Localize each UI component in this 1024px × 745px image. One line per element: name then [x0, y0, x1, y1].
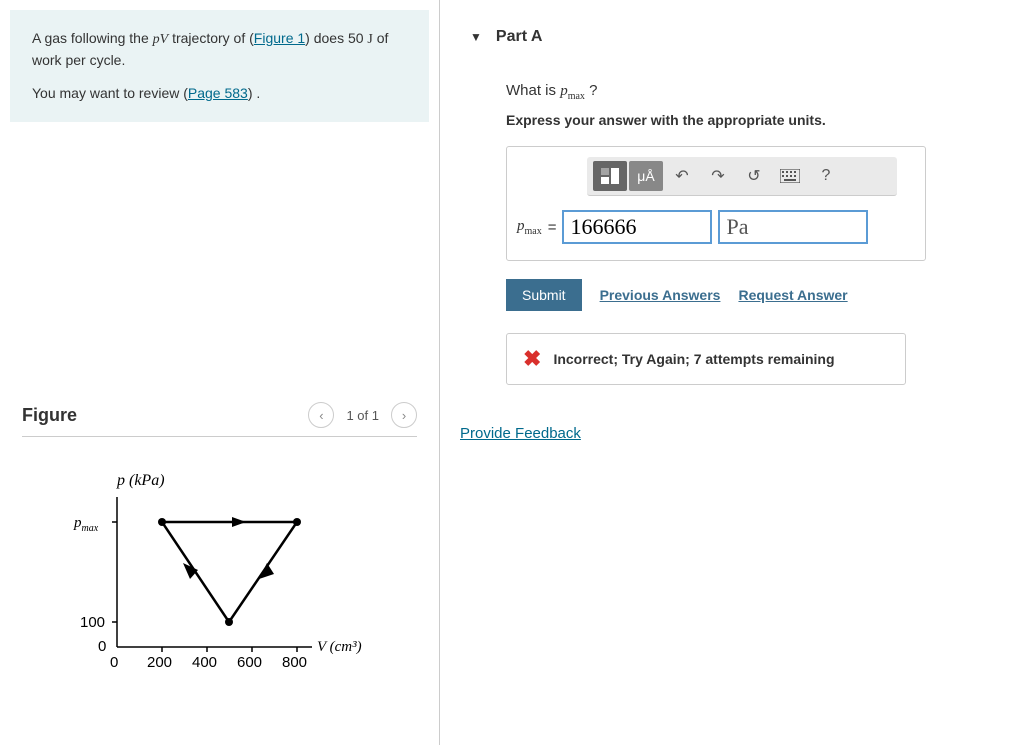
y-tick-0: 0	[98, 638, 106, 655]
undo-icon[interactable]: ↶	[665, 161, 699, 191]
figure-next-button[interactable]: ›	[391, 402, 417, 428]
intro-text: ) does 50	[305, 30, 367, 46]
pmax-label: pmax	[517, 218, 542, 237]
figure-graph: p (kPa) pmax 100 0	[22, 467, 417, 690]
question-text: What is pmax ?	[506, 82, 1004, 102]
reset-icon[interactable]: ↺	[737, 161, 771, 191]
answer-line: pmax =	[507, 196, 925, 260]
part-a-title: Part A	[496, 28, 543, 46]
figure-title: Figure	[22, 405, 77, 426]
q-prefix: What is	[506, 82, 560, 99]
redo-icon[interactable]: ↷	[701, 161, 735, 191]
feedback-box: ✖ Incorrect; Try Again; 7 attempts remai…	[506, 333, 906, 385]
keyboard-icon[interactable]	[773, 161, 807, 191]
part-a-header[interactable]: ▼ Part A	[460, 0, 1004, 64]
q-suffix: ?	[585, 82, 598, 99]
x-axis-label: V (cm³)	[317, 639, 362, 655]
units-icon[interactable]: μÅ	[629, 161, 663, 191]
x-tick-200: 200	[147, 654, 172, 671]
pmax-var: pmax	[560, 83, 585, 99]
feedback-text: Incorrect; Try Again; 7 attempts remaini…	[553, 351, 834, 367]
y-axis-label: p (kPa)	[116, 472, 165, 489]
figure-prev-button[interactable]: ‹	[308, 402, 334, 428]
intro-text: You may want to review (	[32, 85, 188, 101]
right-column: ▼ Part A What is pmax ? Express your ans…	[440, 0, 1024, 745]
pmax-tick: pmax	[73, 515, 99, 534]
figure-nav: ‹ 1 of 1 ›	[308, 402, 417, 428]
help-icon[interactable]: ?	[809, 161, 843, 191]
y-tick-100: 100	[80, 614, 105, 631]
part-a-body: What is pmax ? Express your answer with …	[460, 82, 1004, 385]
figure-section: Figure ‹ 1 of 1 › p (kPa) pmax	[0, 402, 439, 690]
instruction: Express your answer with the appropriate…	[506, 112, 1004, 128]
equals-sign: =	[548, 219, 557, 236]
answer-unit-input[interactable]	[718, 210, 868, 244]
x-tick-0: 0	[110, 654, 118, 671]
figure-count: 1 of 1	[342, 408, 383, 423]
provide-feedback-link[interactable]: Provide Feedback	[460, 425, 581, 442]
collapse-icon[interactable]: ▼	[470, 30, 482, 44]
figure-header: Figure ‹ 1 of 1 ›	[22, 402, 417, 437]
answer-value-input[interactable]	[562, 210, 712, 244]
intro-line-1: A gas following the pV trajectory of (Fi…	[32, 28, 407, 71]
submit-button[interactable]: Submit	[506, 279, 582, 311]
page-link[interactable]: Page 583	[188, 85, 248, 101]
x-tick-600: 600	[237, 654, 262, 671]
pv-variable: pV	[153, 32, 169, 47]
incorrect-icon: ✖	[523, 346, 541, 372]
intro-box: A gas following the pV trajectory of (Fi…	[10, 10, 429, 122]
intro-text: trajectory of (	[168, 30, 254, 46]
intro-line-2: You may want to review (Page 583) .	[32, 83, 407, 104]
figure-link[interactable]: Figure 1	[254, 30, 305, 46]
intro-text: ) .	[248, 85, 260, 101]
left-column: A gas following the pV trajectory of (Fi…	[0, 0, 440, 745]
answer-box: μÅ ↶ ↷ ↺ ? pmax =	[506, 146, 926, 261]
action-row: Submit Previous Answers Request Answer	[506, 279, 1004, 311]
pv-diagram: p (kPa) pmax 100 0	[62, 467, 362, 687]
templates-icon[interactable]	[593, 161, 627, 191]
request-answer-link[interactable]: Request Answer	[738, 287, 847, 303]
x-tick-800: 800	[282, 654, 307, 671]
x-tick-400: 400	[192, 654, 217, 671]
answer-toolbar: μÅ ↶ ↷ ↺ ?	[587, 157, 897, 196]
intro-text: A gas following the	[32, 30, 153, 46]
previous-answers-link[interactable]: Previous Answers	[600, 287, 721, 303]
